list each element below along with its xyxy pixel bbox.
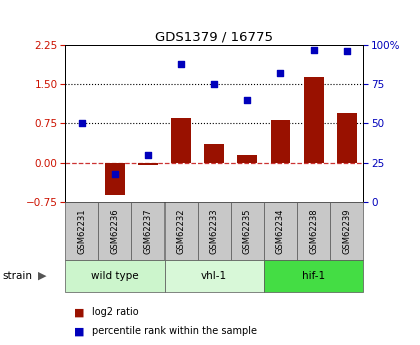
Bar	[138, 162, 158, 165]
Point	[144, 152, 151, 157]
Bar	[270, 120, 290, 162]
Text: GSM62238: GSM62238	[309, 208, 318, 254]
Point	[310, 47, 317, 52]
Text: GSM62232: GSM62232	[176, 208, 186, 254]
Text: ■: ■	[74, 326, 84, 336]
Bar	[264, 202, 297, 260]
Point	[244, 97, 251, 102]
Point	[111, 171, 118, 176]
Text: GSM62236: GSM62236	[110, 208, 119, 254]
Point	[277, 70, 284, 76]
Point	[178, 61, 184, 67]
Bar	[105, 162, 125, 195]
Text: vhl-1: vhl-1	[201, 271, 227, 281]
Bar	[131, 202, 165, 260]
Text: ▶: ▶	[38, 271, 46, 281]
Text: GSM62235: GSM62235	[243, 208, 252, 254]
Text: wild type: wild type	[91, 271, 139, 281]
Bar	[165, 202, 197, 260]
Text: GDS1379 / 16775: GDS1379 / 16775	[155, 30, 273, 43]
Text: strain: strain	[2, 271, 32, 281]
Text: log2 ratio: log2 ratio	[92, 307, 139, 317]
Bar	[297, 202, 330, 260]
Text: GSM62239: GSM62239	[342, 208, 351, 254]
Bar	[237, 155, 257, 162]
Text: hif-1: hif-1	[302, 271, 325, 281]
Point	[211, 81, 218, 87]
Text: percentile rank within the sample: percentile rank within the sample	[92, 326, 257, 336]
Text: GSM62233: GSM62233	[210, 208, 219, 254]
Bar	[304, 77, 323, 162]
Point	[78, 121, 85, 126]
Bar	[231, 202, 264, 260]
Text: ■: ■	[74, 307, 84, 317]
Text: GSM62234: GSM62234	[276, 208, 285, 254]
Point	[344, 48, 350, 54]
Bar	[337, 113, 357, 162]
Bar	[171, 118, 191, 162]
Bar	[330, 202, 363, 260]
Bar	[264, 260, 363, 292]
Bar	[65, 260, 165, 292]
Bar	[204, 144, 224, 162]
Bar	[65, 202, 98, 260]
Bar	[98, 202, 131, 260]
Text: GSM62237: GSM62237	[144, 208, 152, 254]
Text: GSM62231: GSM62231	[77, 208, 86, 254]
Bar	[198, 202, 231, 260]
Bar	[165, 260, 264, 292]
